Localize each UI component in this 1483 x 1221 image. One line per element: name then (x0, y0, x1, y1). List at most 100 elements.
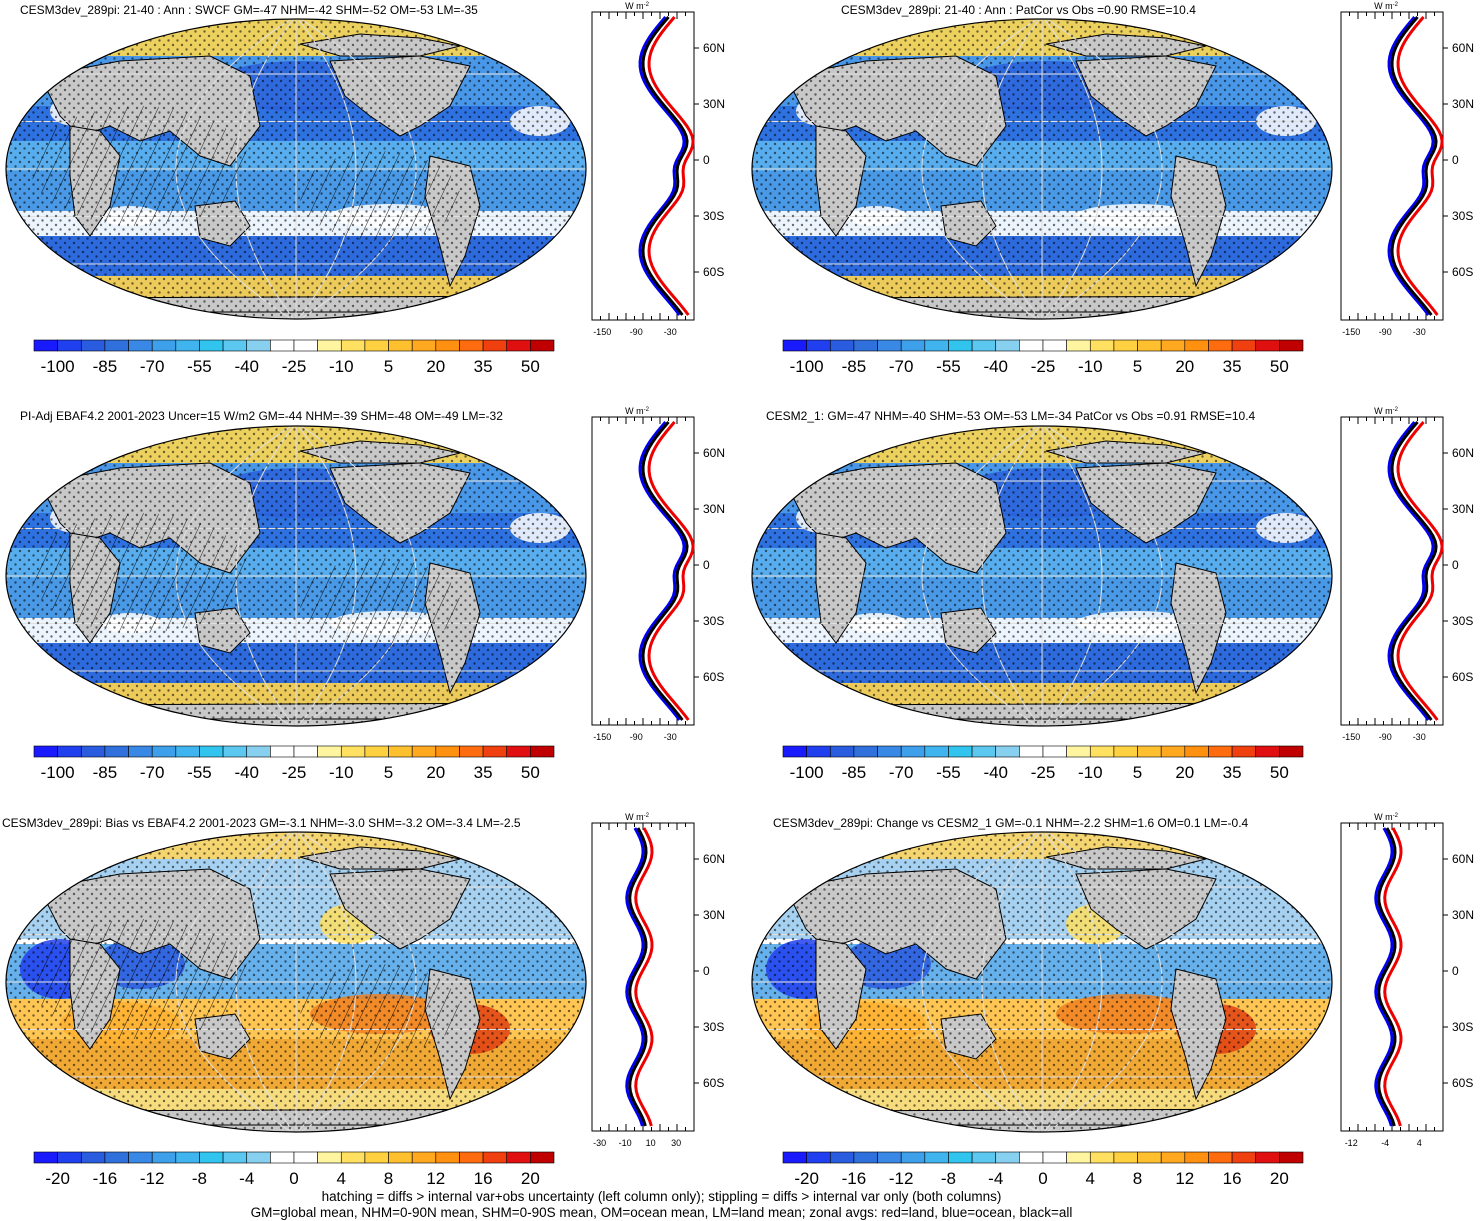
colorbar-swatch (900, 1151, 926, 1164)
colorbar-swatch (853, 1151, 878, 1164)
colorbar-swatch (388, 745, 413, 758)
colorbar-swatch (1066, 745, 1091, 758)
colorbar-swatch (530, 1151, 555, 1164)
map-outline (751, 831, 1333, 1133)
colorbar-label: -20 (794, 1169, 819, 1188)
zonal-mean-plot-6: W m-2 60N 30N 0 30S 60S -12 -4 4 (1340, 812, 1474, 1148)
colorbar-label: 35 (474, 357, 493, 376)
colorbar-swatch (33, 745, 58, 758)
colorbar-label: -20 (45, 1169, 70, 1188)
colorbar-swatch (1279, 1151, 1304, 1164)
zonal-land-line (647, 421, 695, 721)
colorbar-label: -55 (187, 357, 212, 376)
zonal-xtick-label: -30 (664, 327, 677, 337)
zonal-all-line (1377, 827, 1397, 1127)
zonal-lat-label: 0 (1452, 964, 1459, 978)
zonal-all-line (641, 421, 689, 721)
colorbar-swatch (1160, 745, 1186, 758)
footer-line-1: hatching = diffs > internal var+obs unce… (321, 1189, 1002, 1204)
colorbar-swatch (459, 745, 484, 758)
colorbar-label: -55 (936, 357, 961, 376)
colorbar-label: 5 (1133, 763, 1142, 782)
colorbar-swatch (246, 745, 271, 758)
colorbar-swatch (829, 745, 855, 758)
zonal-xtick-label: 30 (671, 1138, 681, 1148)
colorbar-label: -100 (790, 357, 824, 376)
colorbar-swatch (853, 745, 878, 758)
zonal-lat-label: 60N (1452, 41, 1474, 55)
colorbar-swatch (995, 339, 1020, 352)
colorbar-label: -70 (889, 357, 914, 376)
zonal-ocean-line (1387, 16, 1435, 316)
colorbar-swatch (1137, 745, 1162, 758)
colorbar-swatch (80, 1151, 106, 1164)
colorbar-swatch (1208, 1151, 1233, 1164)
zonal-lat-label: 60S (1452, 1076, 1473, 1090)
colorbar-swatch (1208, 745, 1233, 758)
colorbar-swatch (340, 339, 366, 352)
colorbar-label: 20 (1175, 357, 1194, 376)
colorbar-label: -40 (983, 357, 1008, 376)
colorbar-swatch (459, 1151, 484, 1164)
colorbar-swatch (435, 745, 460, 758)
zonal-units: W m-2 (625, 1, 649, 11)
zonal-lat-label: 60S (1452, 670, 1473, 684)
colorbar-label: -85 (93, 357, 118, 376)
map-outline (5, 425, 587, 727)
colorbar-swatch (1113, 339, 1138, 352)
colorbar-label: 4 (337, 1169, 346, 1188)
colorbar-field: -100 -85 -70 -55 -40 -25 -10 5 20 35 50 (782, 339, 1304, 376)
zonal-lat-label: 30N (1452, 908, 1474, 922)
colorbar-label: -10 (329, 763, 354, 782)
colorbar-label: 50 (521, 763, 540, 782)
hatching (300, 151, 460, 241)
panel-title: CESM3dev_289pi: Bias vs EBAF4.2 2001-202… (2, 816, 521, 830)
colorbar-swatch (782, 339, 807, 352)
colorbar-field: -100 -85 -70 -55 -40 -25 -10 5 20 35 50 (33, 339, 555, 376)
map-panel-4 (751, 425, 1333, 727)
colorbar-swatch (1066, 1151, 1091, 1164)
colorbar-swatch (199, 339, 224, 352)
colorbar-label: -4 (988, 1169, 1003, 1188)
colorbar-swatch (877, 1151, 902, 1164)
zonal-frame (591, 822, 695, 1132)
colorbar-swatch (482, 745, 508, 758)
colorbar-label: -25 (1031, 763, 1056, 782)
colorbar-swatch (806, 1151, 831, 1164)
colorbar-swatch (530, 745, 555, 758)
colorbar-swatch (1066, 339, 1091, 352)
colorbar-swatch (806, 745, 831, 758)
colorbar-label: -100 (41, 357, 75, 376)
colorbar-label: 20 (426, 763, 445, 782)
colorbar-swatch (33, 339, 58, 352)
panel-title: CESM3dev_289pi: 21-40 : Ann : SWCF GM=-4… (20, 3, 478, 17)
colorbar-label: 4 (1086, 1169, 1095, 1188)
colorbar-swatch (829, 1151, 855, 1164)
zonal-mean-plot-4: W m-2 60N 30N 0 30S 60S -150 -90 -30 (1340, 406, 1474, 742)
colorbar-label: 8 (384, 1169, 393, 1188)
zonal-mean-plot-2: W m-2 60N 30N 0 30S 60S -150 -90 -30 (1340, 1, 1474, 337)
footer-note: hatching = diffs > internal var+obs unce… (0, 1189, 1403, 1221)
map-outline (751, 18, 1333, 320)
colorbar-swatch (1279, 745, 1304, 758)
zonal-lat-label: 30S (703, 614, 724, 628)
colorbar-swatch (971, 1151, 997, 1164)
colorbar-swatch (435, 1151, 460, 1164)
colorbar-diff: -20 -16 -12 -8 -4 0 4 8 12 16 20 (782, 1151, 1304, 1188)
colorbar-swatch (1184, 339, 1209, 352)
colorbar-swatch (1137, 339, 1162, 352)
colorbar-label: 12 (1175, 1169, 1194, 1188)
map-panel-5 (5, 831, 587, 1133)
zonal-all-line (1390, 16, 1438, 316)
zonal-ocean-line (1387, 421, 1435, 721)
colorbar-swatch (388, 339, 413, 352)
zonal-ocean-line (625, 827, 645, 1127)
colorbar-diff: -20 -16 -12 -8 -4 0 4 8 12 16 20 (33, 1151, 555, 1188)
map-outline (5, 18, 587, 320)
colorbar-swatch (1019, 339, 1044, 352)
colorbar-swatch (530, 339, 555, 352)
zonal-xtick-label: -30 (1413, 732, 1426, 742)
stippling (752, 426, 1332, 726)
hatching (300, 558, 460, 648)
colorbar-swatch (995, 1151, 1020, 1164)
